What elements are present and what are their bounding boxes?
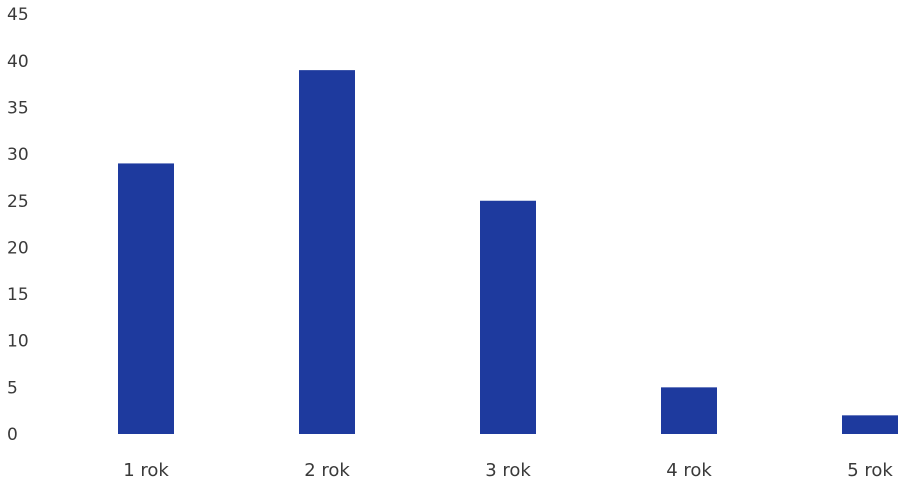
x-category-label: 5 rok — [847, 460, 893, 481]
bar-5 — [842, 415, 898, 434]
y-tick-label: 0 — [7, 425, 18, 445]
bar-1 — [118, 163, 174, 434]
y-tick-label: 35 — [7, 98, 29, 118]
x-category-label: 3 rok — [485, 460, 531, 481]
y-tick-label: 40 — [7, 52, 29, 72]
y-tick-label: 5 — [7, 378, 18, 398]
x-category-label: 2 rok — [304, 460, 350, 481]
y-tick-label: 30 — [7, 145, 29, 165]
x-category-label: 4 rok — [666, 460, 712, 481]
y-tick-label: 10 — [7, 332, 29, 352]
y-tick-label: 25 — [7, 192, 29, 212]
bar-4 — [661, 387, 717, 434]
y-tick-label: 20 — [7, 238, 29, 258]
bar-3 — [480, 200, 536, 434]
y-tick-label: 15 — [7, 285, 29, 305]
x-axis-category-labels: 1 rok 2 rok 3 rok 4 rok 5 rok — [123, 460, 893, 481]
bar-2 — [299, 70, 355, 434]
x-category-label: 1 rok — [123, 460, 169, 481]
bars-group — [118, 70, 898, 434]
y-axis-tick-labels: 0 5 10 15 20 25 30 35 40 45 — [7, 5, 29, 445]
y-tick-label: 45 — [7, 5, 29, 25]
